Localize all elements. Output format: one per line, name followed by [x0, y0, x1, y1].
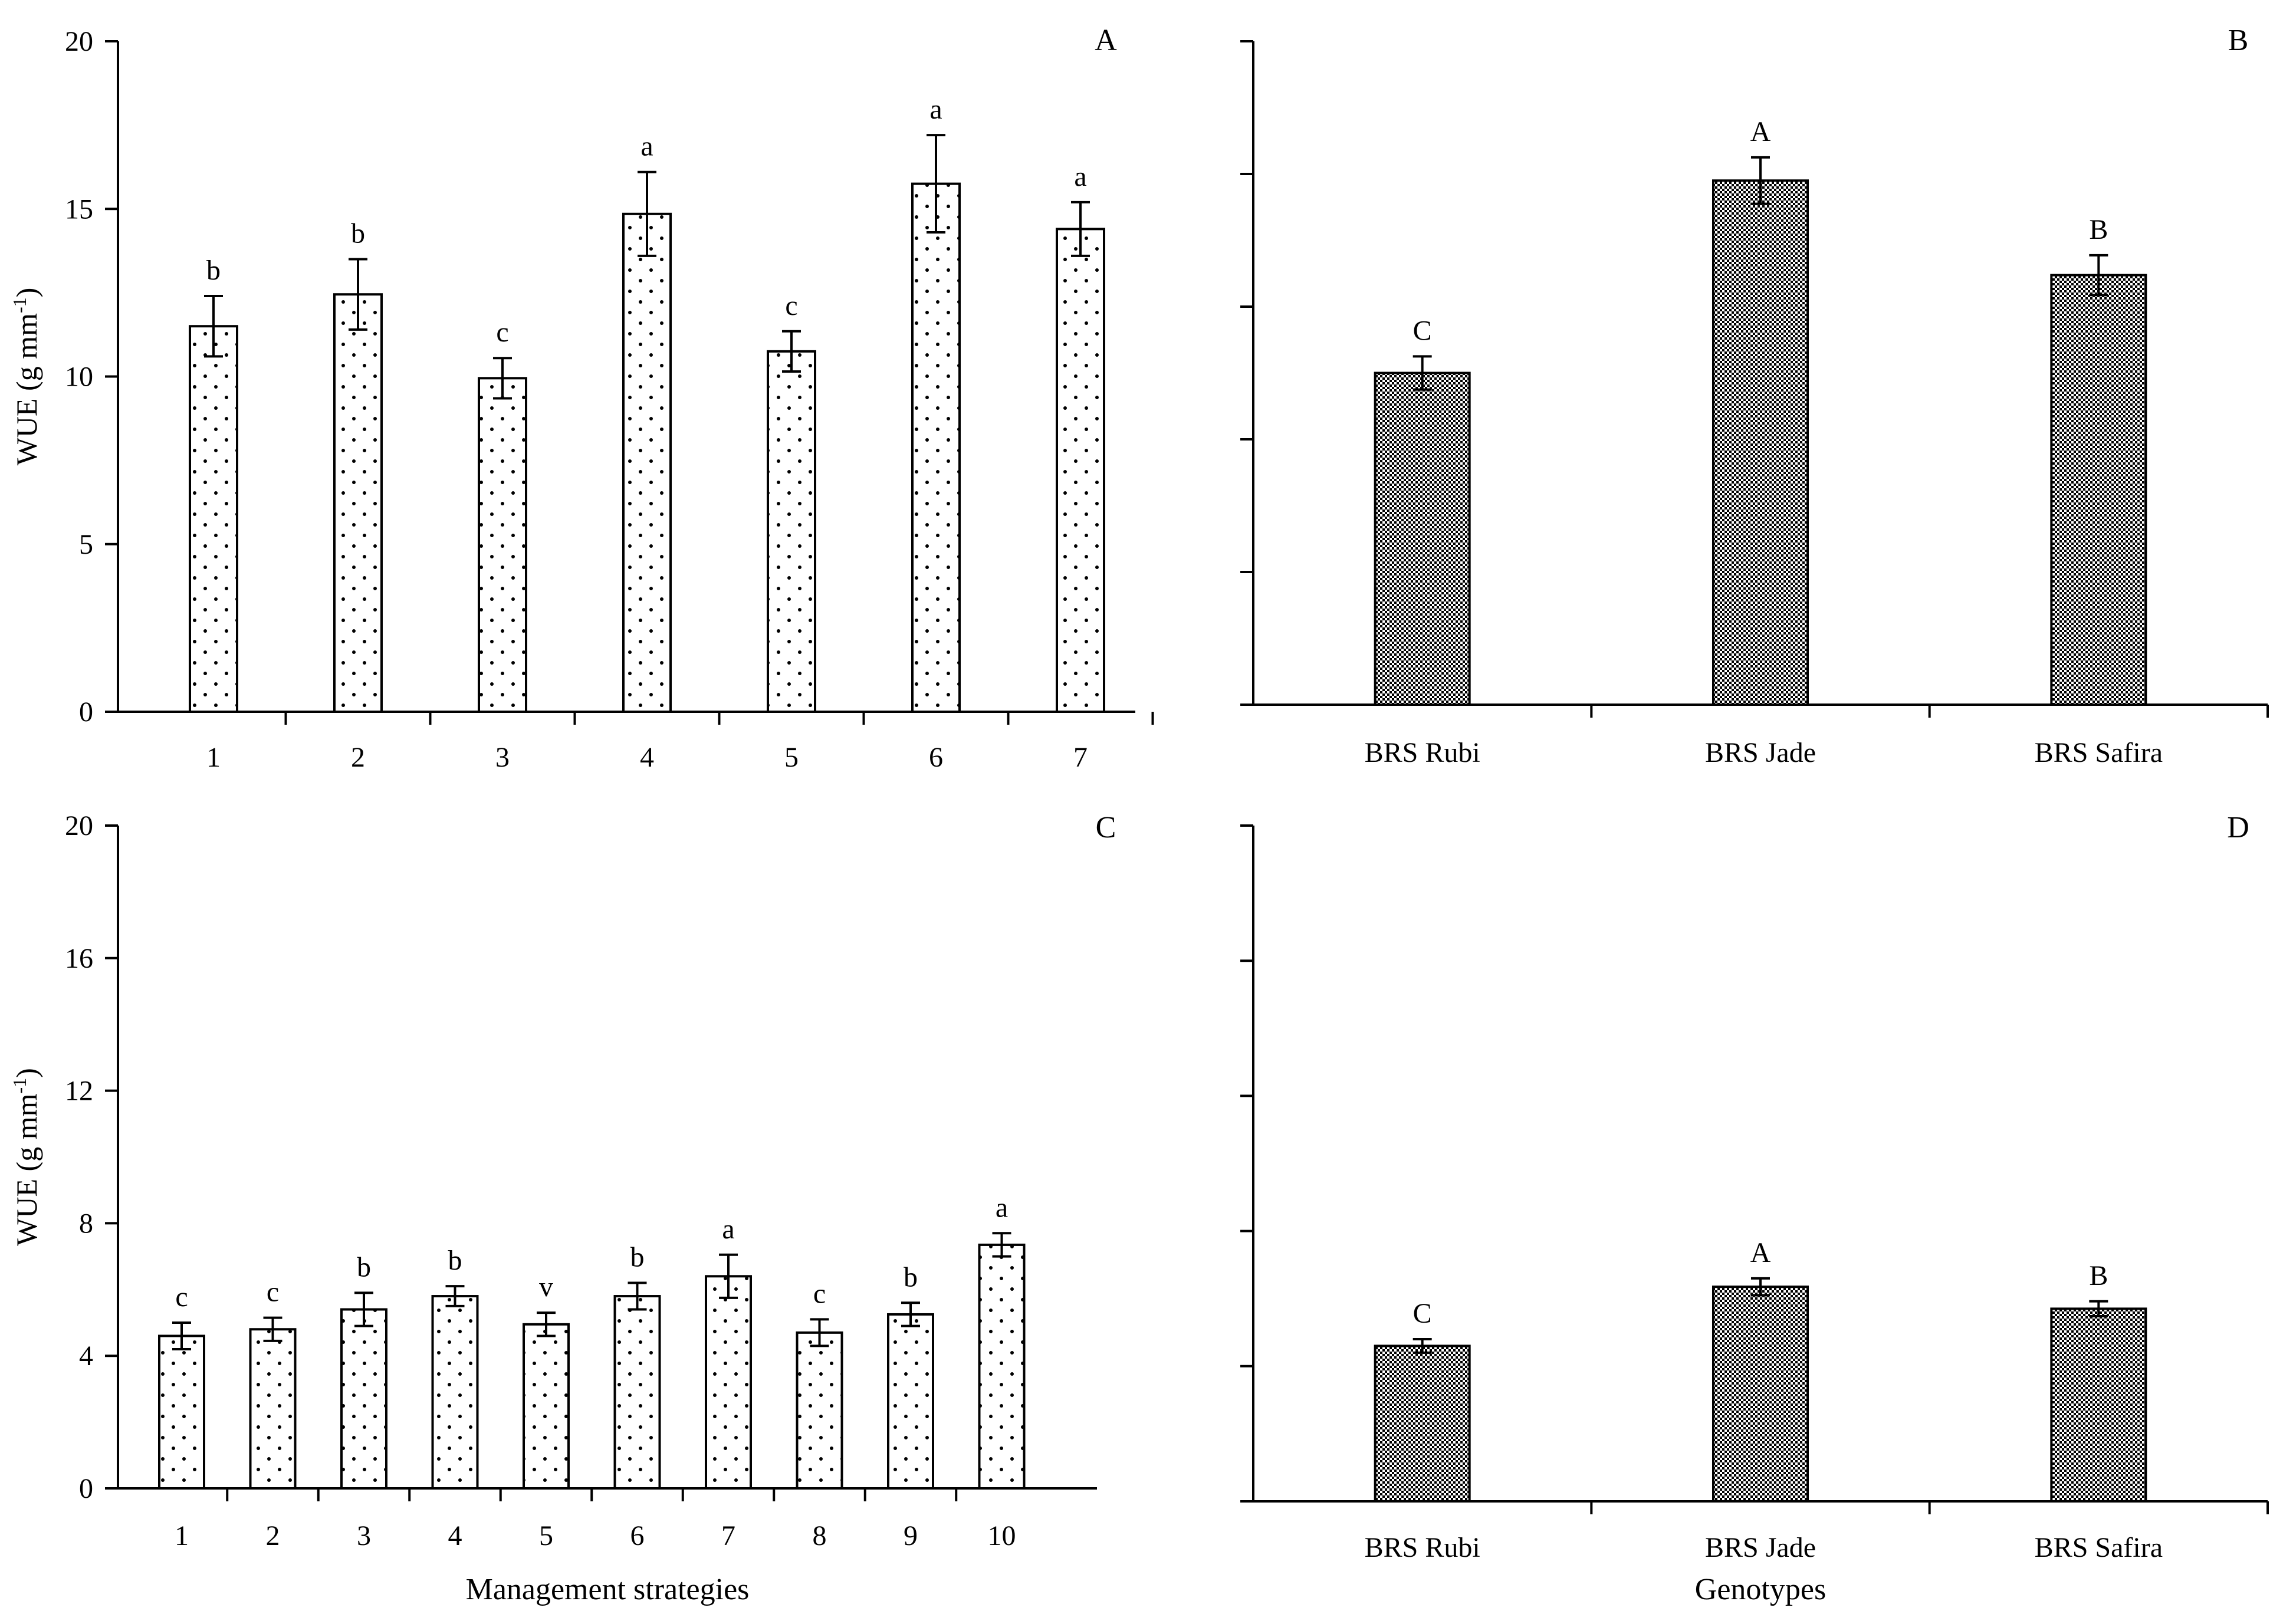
significance-letter: a: [996, 1192, 1008, 1223]
significance-letter: b: [630, 1242, 645, 1273]
significance-letter: A: [1750, 116, 1771, 147]
bar: [1374, 372, 1471, 706]
significance-letter: A: [1750, 1237, 1771, 1268]
x-tick-label: 4: [448, 1520, 462, 1551]
panel-b: C BRS Rubi A BRS Jade B BRS Safira B: [1240, 24, 2269, 768]
y-tick-label: 16: [65, 943, 93, 974]
x-tick-label: 7: [1073, 742, 1088, 773]
significance-letter: B: [2089, 214, 2108, 245]
bar: [249, 1328, 297, 1490]
x-axis-label: Management strategies: [466, 1573, 750, 1606]
significance-letter: c: [175, 1281, 188, 1313]
y-tick-label: 4: [79, 1340, 93, 1372]
bar: [705, 1275, 752, 1490]
x-tick-label: 6: [630, 1520, 645, 1551]
bar: [1712, 1286, 1809, 1503]
x-tick-label: 8: [813, 1520, 827, 1551]
panel-a: 0 5 10 15 20 b 1 b 2 c 3 a 4 c 5 a 6 a 7 A WUE (g mm-1): [9, 24, 1154, 773]
x-tick-label: 5: [539, 1520, 553, 1551]
significance-letter: a: [929, 94, 942, 125]
bar: [911, 182, 961, 713]
x-tick-label: BRS Jade: [1705, 737, 1816, 768]
x-tick-label: 3: [357, 1520, 371, 1551]
bar: [1056, 228, 1105, 713]
bar: [1374, 1344, 1471, 1503]
bar: [2050, 274, 2147, 706]
x-axis-label: Genotypes: [1695, 1573, 1826, 1606]
y-tick-label: 0: [79, 1473, 93, 1504]
x-tick-label: 2: [266, 1520, 280, 1551]
bar: [978, 1243, 1026, 1490]
x-tick-label: 1: [175, 1520, 189, 1551]
y-tick-label: 8: [79, 1208, 93, 1239]
x-tick-label: 1: [206, 742, 221, 773]
x-tick-label: 9: [904, 1520, 918, 1551]
panel-label: D: [2227, 811, 2249, 844]
bar: [478, 377, 527, 713]
bar: [887, 1313, 934, 1490]
x-tick-label: 5: [784, 742, 799, 773]
panel-label: C: [1096, 811, 1116, 844]
significance-letter: b: [448, 1245, 462, 1276]
significance-letter: b: [351, 218, 365, 249]
panel-c: 0 4 8 12 16 20 c 1 c 2 b 3 b 4 v 5 b 6 a 7 c 8 b 9 a 10 C WUE (g mm…: [9, 810, 1116, 1606]
significance-letter: b: [357, 1251, 371, 1283]
panel-label: A: [1095, 24, 1117, 57]
significance-letter: c: [785, 290, 797, 321]
bar: [333, 293, 383, 713]
y-tick-label: 20: [65, 810, 93, 841]
x-tick-label: 7: [721, 1520, 735, 1551]
y-axis-label: WUE (g mm-1): [9, 288, 43, 466]
x-tick-label: 10: [988, 1520, 1016, 1551]
significance-letter: C: [1413, 1298, 1432, 1329]
bar: [622, 212, 672, 713]
bar: [2050, 1307, 2147, 1503]
bar: [1712, 179, 1809, 706]
significance-letter: B: [2089, 1260, 2108, 1291]
significance-letter: a: [1074, 161, 1086, 192]
x-tick-label: BRS Safira: [2035, 737, 2163, 768]
y-tick-label: 20: [65, 26, 93, 57]
y-tick-label: 10: [65, 361, 93, 393]
x-tick-label: BRS Rubi: [1365, 1532, 1480, 1563]
bar: [340, 1308, 387, 1490]
x-tick-label: 2: [351, 742, 365, 773]
significance-letter: b: [904, 1261, 918, 1293]
bar: [523, 1323, 570, 1490]
y-tick-label: 12: [65, 1076, 93, 1107]
y-axis-label: WUE (g mm-1): [9, 1068, 43, 1246]
x-tick-label: 3: [495, 742, 510, 773]
bar: [158, 1334, 205, 1490]
y-tick-label: 5: [79, 529, 93, 560]
bar: [796, 1331, 843, 1490]
significance-letter: b: [206, 255, 221, 286]
x-tick-label: BRS Rubi: [1365, 737, 1480, 768]
x-tick-label: 6: [929, 742, 943, 773]
significance-letter: v: [539, 1271, 553, 1303]
y-tick-label: 15: [65, 193, 93, 225]
bar: [767, 350, 816, 713]
significance-letter: a: [722, 1214, 734, 1245]
panel-label: B: [2228, 24, 2249, 57]
significance-letter: c: [813, 1278, 826, 1309]
bar: [189, 325, 238, 713]
bar: [613, 1295, 661, 1490]
y-tick-label: 0: [79, 696, 93, 728]
significance-letter: C: [1413, 315, 1432, 346]
panel-d: C BRS Rubi A BRS Jade B BRS Safira D Genotypes: [1240, 811, 2269, 1606]
significance-letter: a: [640, 131, 653, 162]
x-tick-label: BRS Jade: [1705, 1532, 1816, 1563]
x-tick-label: BRS Safira: [2035, 1532, 2163, 1563]
significance-letter: c: [496, 317, 508, 348]
bar: [431, 1295, 479, 1490]
x-tick-label: 4: [640, 742, 654, 773]
significance-letter: c: [267, 1277, 279, 1308]
